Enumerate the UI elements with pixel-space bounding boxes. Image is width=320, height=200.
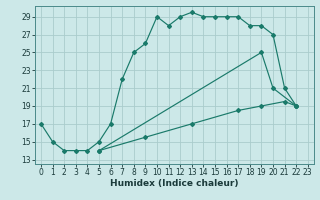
X-axis label: Humidex (Indice chaleur): Humidex (Indice chaleur) (110, 179, 239, 188)
